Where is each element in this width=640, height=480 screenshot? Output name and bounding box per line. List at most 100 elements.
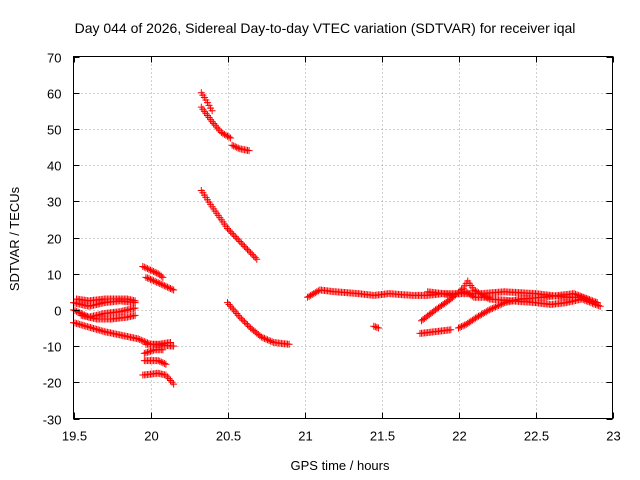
data-point	[131, 311, 139, 319]
data-point	[230, 306, 238, 314]
data-point	[447, 326, 455, 334]
data-point	[134, 335, 142, 343]
data-point	[587, 296, 595, 304]
data-point	[145, 275, 153, 283]
data-point	[150, 346, 158, 354]
data-point	[244, 321, 252, 329]
data-point	[157, 358, 165, 366]
x-tick-label: 22.5	[524, 429, 549, 444]
data-point	[242, 319, 250, 327]
data-point	[240, 242, 248, 250]
data-point	[233, 310, 241, 318]
x-tick-label: 23	[606, 429, 620, 444]
data-point	[470, 286, 478, 294]
data-point	[236, 313, 244, 321]
data-point	[165, 284, 173, 292]
data-point	[224, 299, 231, 307]
data-point	[233, 143, 241, 151]
data-point	[156, 357, 164, 365]
data-point	[245, 322, 253, 330]
data-point	[208, 118, 216, 126]
data-point	[162, 282, 170, 290]
data-point	[159, 359, 167, 367]
data-point	[157, 272, 165, 280]
data-point	[225, 133, 233, 141]
data-point	[160, 359, 168, 367]
data-point	[145, 348, 153, 356]
data-point	[170, 380, 178, 388]
data-point	[230, 231, 238, 239]
data-point	[485, 306, 493, 314]
data-point	[248, 250, 256, 258]
y-tick-label: 60	[47, 87, 61, 102]
y-tick-label: 10	[47, 268, 61, 283]
data-point	[478, 310, 486, 318]
data-point	[131, 304, 139, 312]
data-point	[230, 142, 238, 150]
data-point	[579, 293, 587, 301]
data-point	[167, 285, 175, 293]
data-point	[162, 371, 170, 379]
data-point	[245, 247, 253, 255]
y-tick-label: 50	[47, 123, 61, 138]
data-point	[491, 303, 499, 311]
data-point	[151, 277, 159, 285]
series-s4	[139, 338, 178, 388]
data-point	[148, 347, 156, 355]
data-point	[208, 107, 216, 115]
data-point	[228, 229, 236, 237]
x-tick-label: 21.5	[370, 429, 395, 444]
data-point	[143, 265, 151, 273]
data-point	[240, 318, 248, 326]
data-point	[227, 302, 235, 310]
data-point	[151, 268, 159, 276]
data-point	[455, 324, 462, 332]
y-tick-label: -20	[43, 376, 62, 391]
data-point	[157, 280, 165, 288]
data-point	[228, 304, 236, 312]
data-point	[237, 315, 245, 323]
data-point	[168, 378, 176, 386]
data-point	[313, 288, 321, 296]
data-point	[214, 125, 222, 133]
data-point	[485, 293, 493, 301]
series-s5	[197, 89, 253, 155]
chart-title: Day 044 of 2026, Sidereal Day-to-day VTE…	[75, 20, 576, 36]
data-point	[233, 234, 241, 242]
data-point	[371, 323, 379, 331]
data-point	[250, 252, 258, 260]
data-point	[578, 293, 586, 301]
data-point	[285, 340, 293, 348]
data-point	[159, 273, 167, 281]
data-point	[373, 323, 381, 331]
grid	[73, 56, 613, 419]
data-point	[304, 293, 312, 301]
data-point	[156, 279, 164, 287]
x-tick-label: 22	[452, 429, 466, 444]
data-point	[163, 283, 171, 291]
data-point	[219, 129, 227, 137]
data-point	[227, 228, 235, 236]
x-axis-label: GPS time / hours	[291, 458, 390, 473]
data-point	[213, 123, 221, 131]
data-point	[147, 266, 154, 274]
data-point	[139, 262, 147, 270]
data-point	[596, 302, 604, 310]
data-point	[143, 348, 151, 356]
data-point	[468, 292, 476, 300]
data-point	[142, 273, 150, 281]
data-point	[136, 336, 144, 344]
data-point	[476, 311, 484, 319]
data-point	[217, 129, 225, 137]
data-point	[588, 297, 596, 305]
data-point	[264, 336, 272, 344]
data-point	[236, 237, 244, 245]
data-point	[307, 291, 315, 299]
data-point	[487, 305, 495, 313]
y-axis-label: SDTVAR / TECUs	[7, 186, 22, 291]
series-s7	[224, 299, 293, 348]
data-point	[590, 297, 598, 305]
data-point	[257, 333, 265, 341]
data-point	[481, 309, 489, 317]
data-point	[170, 342, 178, 350]
